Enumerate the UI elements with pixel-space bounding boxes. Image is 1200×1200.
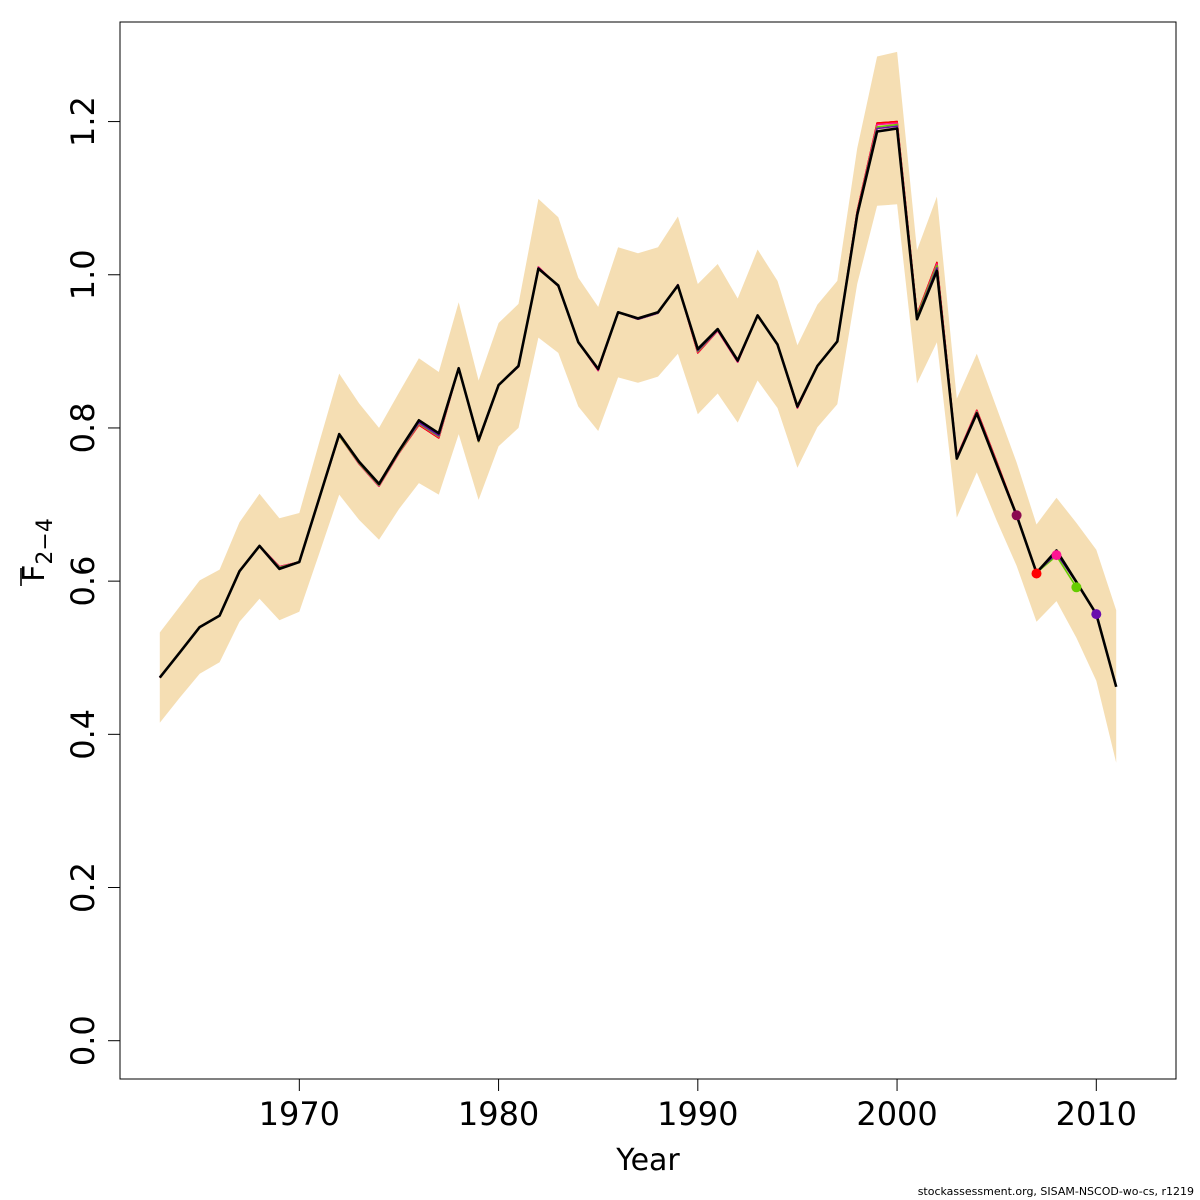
x-tick-label-1970: 1970 — [259, 1095, 340, 1133]
confidence-band — [159, 51, 1117, 763]
footer-credit: stockassessment.org, SISAM-NSCOD-wo-cs, … — [917, 1185, 1194, 1198]
y-tick-label-0.2: 0.2 — [64, 862, 102, 913]
x-axis: 1970 1980 1990 2000 2010 — [259, 1079, 1137, 1133]
y-tick-label-1.0: 1.0 — [64, 249, 102, 300]
x-tick-label-2010: 2010 — [1056, 1095, 1137, 1133]
endpoint-marker-2010 — [1091, 609, 1102, 620]
y-axis-title: F2−4 — [17, 518, 58, 586]
confidence-band-layer — [159, 51, 1117, 763]
y-tick-label-0.6: 0.6 — [64, 556, 102, 607]
y-tick-label-1.2: 1.2 — [64, 96, 102, 147]
plot-frame — [119, 21, 1177, 1080]
y-tick-label-0.4: 0.4 — [64, 709, 102, 760]
endpoint-marker-2009 — [1071, 582, 1082, 593]
y-axis-title-main: F — [17, 565, 52, 582]
series-line-0 — [158, 127, 1118, 688]
endpoint-marker-2006 — [1011, 510, 1022, 521]
y-tick-label-0.0: 0.0 — [64, 1015, 102, 1066]
retro-endpoints-layer — [1011, 510, 1102, 620]
y-axis: 0.0 0.2 0.4 0.6 0.8 1.0 1.2 — [64, 96, 120, 1066]
endpoint-marker-2007 — [1031, 568, 1042, 579]
x-axis-title: Year — [615, 1143, 680, 1178]
svg-text:F2−4: F2−4 — [17, 518, 58, 582]
x-tick-label-1980: 1980 — [458, 1095, 539, 1133]
series-lines-layer — [158, 120, 1118, 688]
x-tick-label-1990: 1990 — [657, 1095, 738, 1133]
endpoint-marker-2008 — [1051, 550, 1062, 561]
x-tick-label-2000: 2000 — [856, 1095, 937, 1133]
y-tick-label-0.8: 0.8 — [64, 402, 102, 453]
y-axis-title-subscript: 2−4 — [33, 518, 58, 564]
